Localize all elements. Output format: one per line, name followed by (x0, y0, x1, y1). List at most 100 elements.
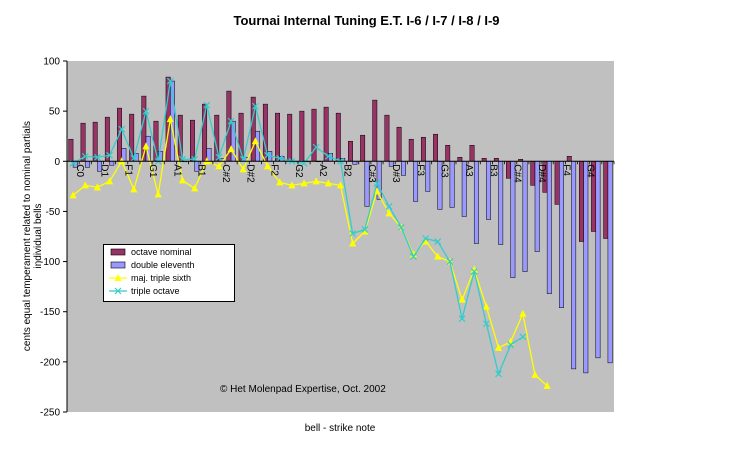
x-tick-label: A2 (317, 164, 328, 177)
y-axis-title-line-1: cents equal temperament related to nomin… (22, 120, 33, 352)
bar-octave-nominal (566, 156, 572, 162)
point-maj-triple-sixth (154, 190, 162, 198)
x-tick-label: A3 (463, 164, 474, 177)
bar-octave-nominal (348, 140, 353, 162)
point-maj-triple-sixth (130, 185, 138, 193)
bar-octave-nominal (445, 144, 451, 162)
bar-octave-nominal (433, 133, 438, 162)
point-triple-octave (93, 153, 101, 161)
x-tick-label: B3 (487, 164, 498, 177)
point-maj-triple-sixth (434, 252, 442, 260)
axes-layer: 100 50 0 -50 -100 -150 -200 -250 C0 D1 F1 G1 A1 B1 C#2… (40, 57, 615, 419)
point-triple-octave (434, 238, 442, 245)
bar-octave-nominal (360, 134, 366, 162)
bar-octave-nominal (311, 108, 317, 162)
point-maj-triple-sixth (263, 162, 272, 170)
x-tick-label: F4 (560, 164, 571, 176)
point-maj-triple-sixth (470, 265, 478, 273)
point-triple-octave (264, 151, 271, 159)
point-triple-octave (81, 152, 89, 160)
bar-octave-nominal (420, 136, 426, 162)
bar-octave-nominal (299, 110, 305, 162)
x-tick-label: C#4 (512, 164, 523, 183)
point-triple-octave (227, 117, 235, 125)
legend-item-octave-nominal: octave nominal (104, 246, 234, 258)
bar-octave-nominal (603, 161, 609, 239)
y-tick-label: -50 (46, 207, 61, 218)
bar-octave-nominal (457, 157, 463, 162)
legend-item-maj-triple-sixth: maj. triple sixth (104, 272, 234, 284)
legend-label-double-eleventh: double eleventh (131, 260, 195, 270)
legend: octave nominal double eleventh maj. trip… (103, 244, 235, 302)
point-maj-triple-sixth (409, 250, 418, 258)
point-triple-octave (422, 235, 430, 242)
x-tick-label: A1 (171, 164, 182, 177)
x-tick-label: F3 (414, 164, 425, 176)
point-maj-triple-sixth (142, 142, 150, 150)
point-maj-triple-sixth (385, 209, 393, 217)
point-maj-triple-sixth (421, 237, 430, 245)
bar-octave-nominal (384, 114, 390, 162)
point-maj-triple-sixth (227, 145, 235, 153)
point-maj-triple-sixth (531, 370, 539, 378)
y-tick-label: 100 (43, 57, 60, 68)
x-tick-label: C#2 (220, 164, 231, 183)
chart-title: Tournai Internal Tuning E.T. I-6 / I-7 /… (233, 13, 500, 28)
bar-octave-nominal (578, 161, 584, 242)
point-triple-octave (251, 102, 259, 110)
legend-item-double-eleventh: double eleventh (104, 259, 234, 271)
bar-octave-nominal (372, 99, 378, 162)
point-maj-triple-sixth (276, 178, 284, 186)
legend-marker-triple-octave (109, 287, 127, 295)
point-triple-octave (166, 77, 174, 85)
legend-label-triple-octave: triple octave (131, 286, 180, 296)
point-maj-triple-sixth (69, 191, 77, 199)
point-maj-triple-sixth (93, 183, 101, 191)
x-tick-label: F2 (269, 164, 280, 176)
y-axis-title: cents equal temperament related to nomin… (22, 121, 44, 351)
bar-octave-nominal (141, 95, 147, 162)
point-maj-triple-sixth (519, 309, 527, 317)
point-triple-octave (385, 202, 393, 210)
bar-double-eleventh (583, 161, 589, 374)
y-tick-label: -250 (40, 408, 60, 419)
legend-marker-maj-triple-sixth (109, 274, 127, 281)
point-maj-triple-sixth (482, 302, 490, 310)
point-triple-octave (142, 107, 150, 115)
bar-octave-nominal (287, 113, 293, 162)
point-maj-triple-sixth (191, 184, 199, 192)
y-tick-label: -200 (40, 357, 60, 368)
point-triple-octave (495, 370, 502, 378)
point-maj-triple-sixth (361, 227, 369, 235)
point-triple-octave (482, 320, 490, 328)
bar-octave-nominal (554, 161, 560, 205)
x-tick-label: D1 (98, 164, 109, 177)
x-tick-label: G1 (147, 164, 158, 178)
x-tick-label: G3 (439, 164, 450, 178)
x-tick-label: C0 (74, 164, 85, 177)
bar-octave-nominal (396, 126, 402, 162)
point-triple-octave (106, 151, 113, 159)
x-tick-label: G4 (585, 164, 596, 178)
y-tick-label: 0 (54, 157, 60, 168)
bar-double-eleventh (559, 161, 564, 308)
point-maj-triple-sixth (349, 239, 357, 247)
bar-octave-nominal (530, 161, 536, 186)
legend-label-octave-nominal: octave nominal (131, 247, 192, 257)
bar-octave-nominal (506, 161, 511, 179)
bar-double-eleventh (571, 161, 577, 370)
x-tick-label: D#2 (244, 164, 255, 183)
bar-octave-nominal (275, 112, 280, 162)
point-maj-triple-sixth (215, 162, 223, 170)
x-tick-label: G2 (293, 164, 304, 178)
bar-octave-nominal (408, 138, 414, 162)
x-tick-label: B2 (342, 164, 353, 177)
x-tick-label: F1 (123, 164, 134, 176)
point-triple-octave (118, 125, 126, 133)
point-maj-triple-sixth (178, 176, 187, 184)
legend-item-triple-octave: triple octave (104, 285, 234, 297)
point-maj-triple-sixth (312, 177, 320, 185)
point-maj-triple-sixth (336, 181, 345, 189)
point-triple-octave (324, 152, 332, 160)
